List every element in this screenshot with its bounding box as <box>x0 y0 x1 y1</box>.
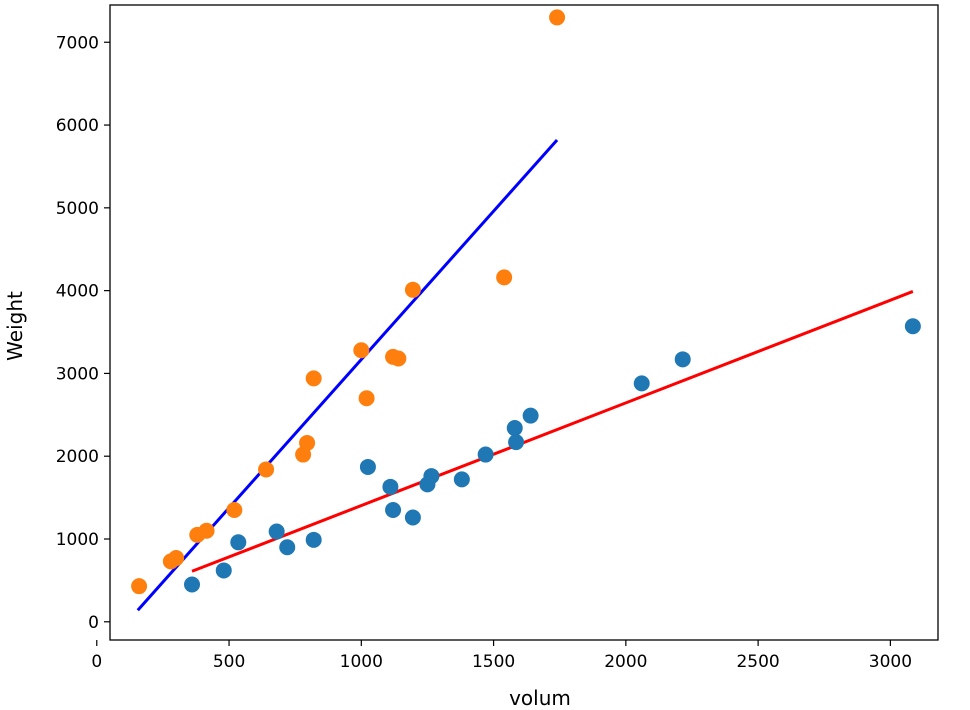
data-point <box>385 502 402 519</box>
data-point <box>184 576 201 593</box>
data-point <box>549 9 566 26</box>
y-tick-label: 3000 <box>56 364 99 384</box>
data-point <box>168 550 185 567</box>
x-tick-label: 1500 <box>472 652 515 672</box>
y-tick-label: 0 <box>88 613 99 633</box>
data-point <box>305 531 322 548</box>
data-point <box>268 523 285 540</box>
data-point <box>353 342 370 359</box>
data-point <box>230 534 247 551</box>
x-tick-label: 3000 <box>869 652 912 672</box>
y-tick-label: 6000 <box>56 116 99 136</box>
regression-lines <box>136 138 914 612</box>
data-point <box>382 478 399 495</box>
y-tick-label: 1000 <box>56 530 99 550</box>
data-point <box>633 375 650 392</box>
data-point <box>508 434 525 451</box>
data-point <box>453 471 470 488</box>
y-axis-ticks: 0 1000 2000 3000 4000 5000 6000 7000 <box>56 33 110 633</box>
plot-frame <box>109 4 939 641</box>
x-tick-label: 2500 <box>736 652 779 672</box>
data-point <box>359 458 376 475</box>
data-point <box>279 539 296 556</box>
data-point <box>404 281 421 298</box>
data-point <box>358 390 375 407</box>
data-point <box>226 502 243 519</box>
data-point <box>496 269 513 286</box>
x-tick-label: 2000 <box>604 652 647 672</box>
axes-frame <box>109 4 939 641</box>
y-tick-label: 2000 <box>56 447 99 467</box>
data-point <box>305 370 322 387</box>
data-point <box>299 434 316 451</box>
data-point <box>258 461 275 478</box>
x-tick-label: 1000 <box>340 652 383 672</box>
y-tick-label: 7000 <box>56 33 99 53</box>
y-tick-label: 5000 <box>56 199 99 219</box>
data-points <box>131 9 921 595</box>
x-axis-ticks: 0 500 1000 1500 2000 2500 3000 <box>91 640 912 672</box>
data-point <box>390 350 407 367</box>
data-point <box>522 407 539 424</box>
y-tick-label: 4000 <box>56 282 99 302</box>
data-point <box>131 578 148 595</box>
data-point <box>904 318 921 335</box>
x-tick-label: 500 <box>213 652 245 672</box>
x-axis-label: volum <box>509 686 571 710</box>
x-tick-label: 0 <box>91 652 102 672</box>
data-point <box>477 446 494 463</box>
data-point <box>404 509 421 526</box>
regression-line <box>191 290 914 573</box>
data-point <box>215 562 232 579</box>
data-point <box>506 420 523 437</box>
y-axis-label: Weight <box>3 291 27 361</box>
data-point <box>198 522 215 539</box>
data-point <box>423 468 440 485</box>
data-point <box>674 351 691 368</box>
